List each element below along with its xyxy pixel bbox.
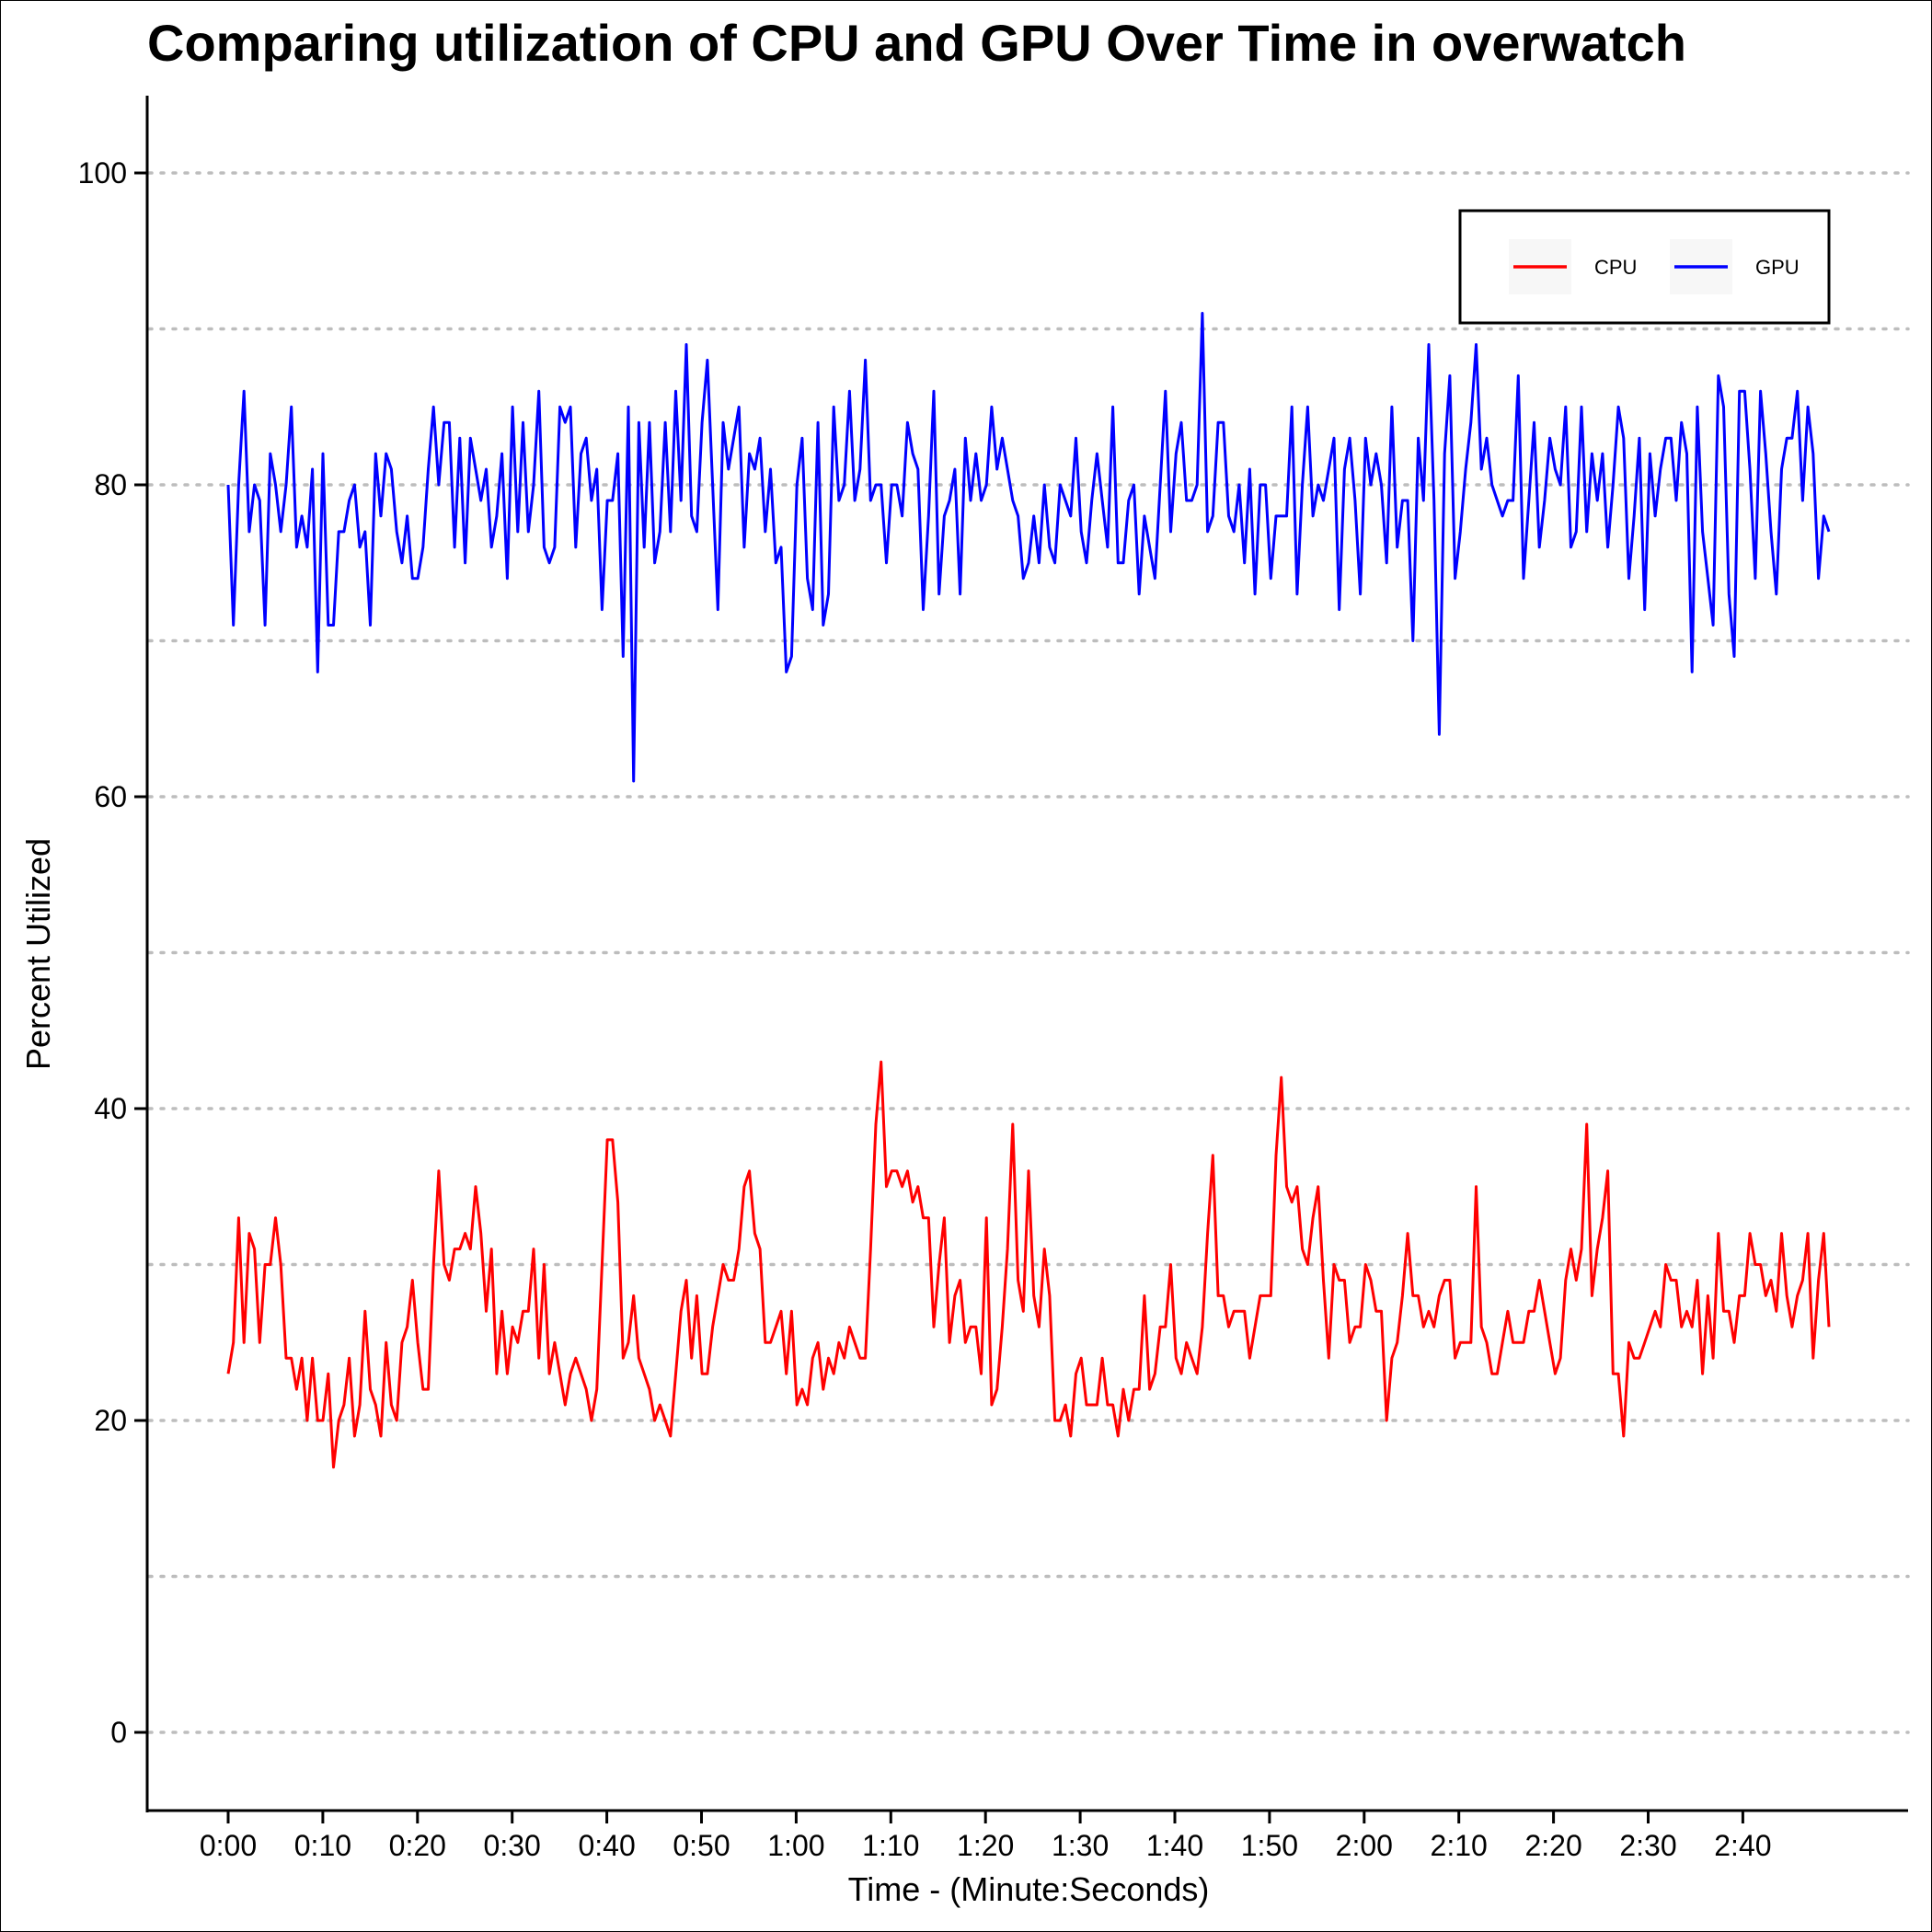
y-axis-label: Percent Utilized <box>19 838 57 1070</box>
x-tick-label: 0:30 <box>484 1829 541 1862</box>
x-tick-label: 0:20 <box>389 1829 446 1862</box>
x-tick-label: 2:20 <box>1524 1829 1581 1862</box>
x-tick-label: 2:40 <box>1714 1829 1771 1862</box>
series-line-gpu <box>226 312 1831 783</box>
y-tick-label: 100 <box>78 156 127 190</box>
x-tick-label: 1:00 <box>767 1829 824 1862</box>
x-axis-label: Time - (Minute:Seconds) <box>848 1870 1210 1908</box>
x-tick-label: 1:20 <box>957 1829 1014 1862</box>
legend-label-cpu: CPU <box>1594 256 1637 279</box>
x-tick-label: 1:50 <box>1241 1829 1298 1862</box>
series-line-cpu <box>226 1060 1831 1469</box>
y-axis-ticks: 0 20 40 60 80 100 <box>78 156 147 1749</box>
x-tick-label: 1:40 <box>1146 1829 1203 1862</box>
x-tick-label: 2:30 <box>1619 1829 1676 1862</box>
chart-title: Comparing utilization of CPU and GPU Ove… <box>147 14 1686 72</box>
x-tick-label: 2:10 <box>1431 1829 1488 1862</box>
y-tick-label: 0 <box>110 1716 127 1749</box>
x-tick-label: 1:10 <box>862 1829 919 1862</box>
legend-label-gpu: GPU <box>1755 256 1800 279</box>
x-tick-label: 2:00 <box>1336 1829 1393 1862</box>
x-tick-label: 1:30 <box>1052 1829 1109 1862</box>
series-lines <box>226 312 1831 1469</box>
y-tick-label: 40 <box>94 1092 127 1125</box>
x-tick-label: 0:10 <box>294 1829 351 1862</box>
y-tick-label: 60 <box>94 780 127 813</box>
y-tick-label: 80 <box>94 468 127 501</box>
x-axis-ticks: 0:00 0:10 0:20 0:30 0:40 0:50 1:00 1:10 1:20 1:30… <box>200 1811 1772 1862</box>
y-tick-label: 20 <box>94 1404 127 1437</box>
legend: CPU GPU <box>1458 209 1831 325</box>
x-tick-label: 0:40 <box>578 1829 635 1862</box>
x-tick-label: 0:00 <box>200 1829 257 1862</box>
gridlines <box>147 171 1910 1734</box>
x-tick-label: 0:50 <box>673 1829 730 1862</box>
